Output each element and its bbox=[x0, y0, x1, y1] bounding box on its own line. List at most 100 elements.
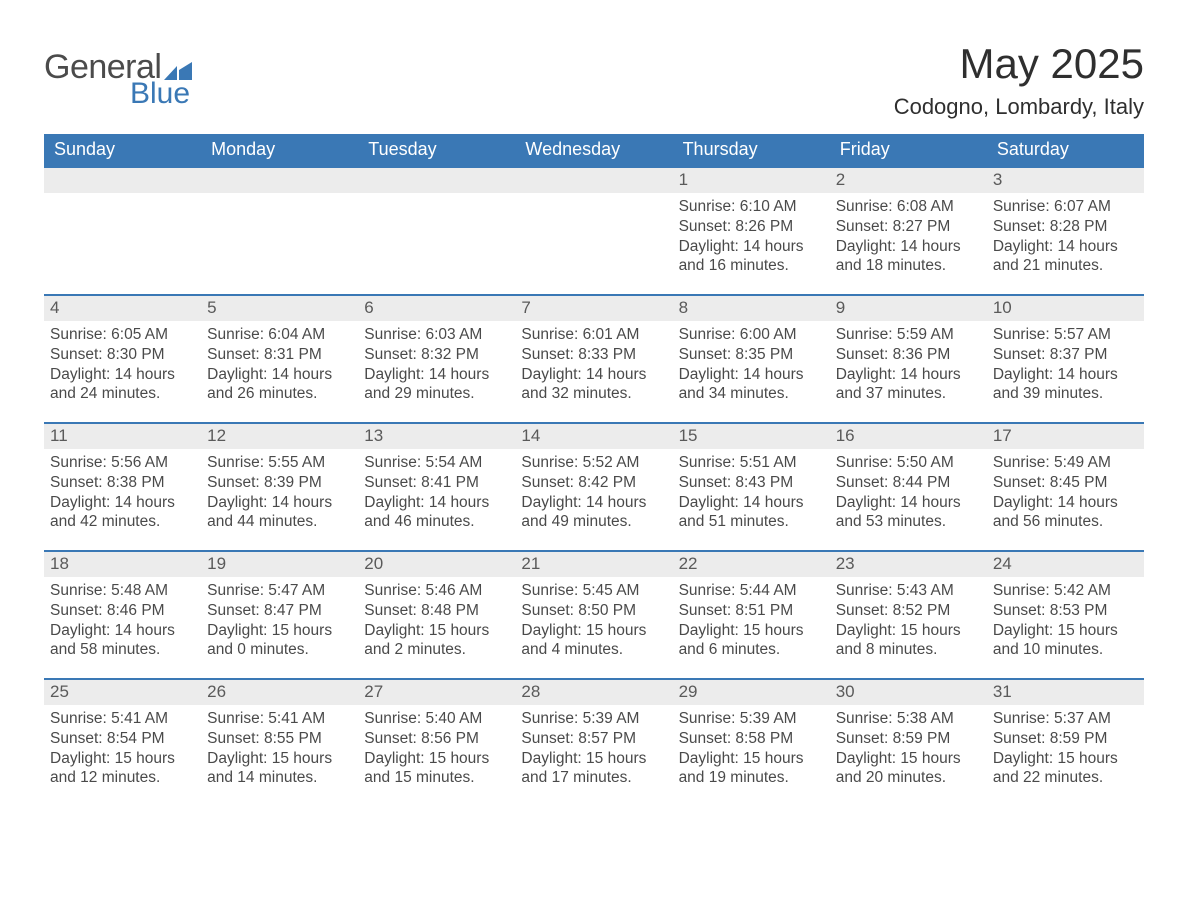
day-body: Sunrise: 5:42 AMSunset: 8:53 PMDaylight:… bbox=[993, 581, 1138, 660]
daylight-line-2: and 44 minutes. bbox=[207, 512, 352, 532]
day-number: 25 bbox=[44, 680, 201, 705]
day-body: Sunrise: 5:39 AMSunset: 8:58 PMDaylight:… bbox=[679, 709, 824, 788]
day-cell: . bbox=[515, 168, 672, 294]
sunset-line: Sunset: 8:37 PM bbox=[993, 345, 1138, 365]
sunset-line: Sunset: 8:48 PM bbox=[364, 601, 509, 621]
sunset-line: Sunset: 8:28 PM bbox=[993, 217, 1138, 237]
day-of-week-header: Thursday bbox=[673, 134, 830, 166]
daylight-line-2: and 14 minutes. bbox=[207, 768, 352, 788]
day-number: 14 bbox=[515, 424, 672, 449]
daylight-line-1: Daylight: 15 hours bbox=[993, 749, 1138, 769]
day-body: Sunrise: 5:52 AMSunset: 8:42 PMDaylight:… bbox=[521, 453, 666, 532]
sunrise-line: Sunrise: 6:08 AM bbox=[836, 197, 981, 217]
daylight-line-2: and 20 minutes. bbox=[836, 768, 981, 788]
day-number: 12 bbox=[201, 424, 358, 449]
day-of-week-header: Monday bbox=[201, 134, 358, 166]
daylight-line-1: Daylight: 15 hours bbox=[207, 749, 352, 769]
daylight-line-1: Daylight: 14 hours bbox=[836, 365, 981, 385]
day-cell: 14 Sunrise: 5:52 AMSunset: 8:42 PMDayligh… bbox=[515, 424, 672, 550]
sunrise-line: Sunrise: 5:48 AM bbox=[50, 581, 195, 601]
daylight-line-1: Daylight: 14 hours bbox=[207, 365, 352, 385]
day-cell: 29Sunrise: 5:39 AMSunset: 8:58 PMDayligh… bbox=[673, 680, 830, 806]
day-number: 28 bbox=[515, 680, 672, 705]
sunset-line: Sunset: 8:33 PM bbox=[521, 345, 666, 365]
sunrise-line: Sunrise: 5:40 AM bbox=[364, 709, 509, 729]
sunrise-line: Sunrise: 5:50 AM bbox=[836, 453, 981, 473]
day-number: 4 bbox=[44, 296, 201, 321]
daylight-line-1: Daylight: 14 hours bbox=[993, 237, 1138, 257]
daylight-line-2: and 56 minutes. bbox=[993, 512, 1138, 532]
day-of-week-header-row: SundayMondayTuesdayWednesdayThursdayFrid… bbox=[44, 134, 1144, 166]
daylight-line-2: and 2 minutes. bbox=[364, 640, 509, 660]
day-number: 24 bbox=[987, 552, 1144, 577]
day-of-week-header: Friday bbox=[830, 134, 987, 166]
sunset-line: Sunset: 8:43 PM bbox=[679, 473, 824, 493]
daylight-line-2: and 18 minutes. bbox=[836, 256, 981, 276]
day-body: Sunrise: 6:01 AMSunset: 8:33 PMDaylight:… bbox=[521, 325, 666, 404]
sunrise-line: Sunrise: 5:55 AM bbox=[207, 453, 352, 473]
day-cell: 30Sunrise: 5:38 AMSunset: 8:59 PMDayligh… bbox=[830, 680, 987, 806]
day-body: Sunrise: 5:59 AMSunset: 8:36 PMDaylight:… bbox=[836, 325, 981, 404]
daylight-line-2: and 49 minutes. bbox=[521, 512, 666, 532]
daylight-line-2: and 26 minutes. bbox=[207, 384, 352, 404]
daylight-line-2: and 53 minutes. bbox=[836, 512, 981, 532]
sunset-line: Sunset: 8:44 PM bbox=[836, 473, 981, 493]
day-body: Sunrise: 5:39 AMSunset: 8:57 PMDaylight:… bbox=[521, 709, 666, 788]
day-number: 8 bbox=[673, 296, 830, 321]
daylight-line-2: and 12 minutes. bbox=[50, 768, 195, 788]
header: General Blue May 2025 Codogno, Lombardy,… bbox=[44, 40, 1144, 120]
day-cell: 11Sunrise: 5:56 AMSunset: 8:38 PMDayligh… bbox=[44, 424, 201, 550]
sunrise-line: Sunrise: 5:59 AM bbox=[836, 325, 981, 345]
logo-triangle-icon bbox=[164, 58, 192, 80]
sunset-line: Sunset: 8:57 PM bbox=[521, 729, 666, 749]
sunset-line: Sunset: 8:56 PM bbox=[364, 729, 509, 749]
daylight-line-2: and 8 minutes. bbox=[836, 640, 981, 660]
sunrise-line: Sunrise: 5:49 AM bbox=[993, 453, 1138, 473]
day-cell: . bbox=[358, 168, 515, 294]
daylight-line-1: Daylight: 14 hours bbox=[50, 621, 195, 641]
sunset-line: Sunset: 8:41 PM bbox=[364, 473, 509, 493]
sunrise-line: Sunrise: 5:41 AM bbox=[207, 709, 352, 729]
daylight-line-2: and 39 minutes. bbox=[993, 384, 1138, 404]
sunrise-line: Sunrise: 6:04 AM bbox=[207, 325, 352, 345]
day-body: Sunrise: 6:03 AMSunset: 8:32 PMDaylight:… bbox=[364, 325, 509, 404]
day-number: 31 bbox=[987, 680, 1144, 705]
daylight-line-1: Daylight: 15 hours bbox=[679, 621, 824, 641]
day-number: 17 bbox=[987, 424, 1144, 449]
daylight-line-1: Daylight: 15 hours bbox=[836, 621, 981, 641]
day-cell: 16Sunrise: 5:50 AMSunset: 8:44 PMDayligh… bbox=[830, 424, 987, 550]
sunset-line: Sunset: 8:39 PM bbox=[207, 473, 352, 493]
daylight-line-1: Daylight: 14 hours bbox=[521, 365, 666, 385]
sunset-line: Sunset: 8:42 PM bbox=[521, 473, 666, 493]
day-body: Sunrise: 5:47 AMSunset: 8:47 PMDaylight:… bbox=[207, 581, 352, 660]
sunrise-line: Sunrise: 5:46 AM bbox=[364, 581, 509, 601]
day-cell: 4Sunrise: 6:05 AMSunset: 8:30 PMDaylight… bbox=[44, 296, 201, 422]
month-title: May 2025 bbox=[894, 40, 1144, 88]
daylight-line-1: Daylight: 15 hours bbox=[207, 621, 352, 641]
daylight-line-2: and 6 minutes. bbox=[679, 640, 824, 660]
day-body: Sunrise: 6:10 AMSunset: 8:26 PMDaylight:… bbox=[679, 197, 824, 276]
brand-logo: General Blue bbox=[44, 40, 192, 111]
day-cell: 7 Sunrise: 6:01 AMSunset: 8:33 PMDaylight… bbox=[515, 296, 672, 422]
daylight-line-1: Daylight: 15 hours bbox=[679, 749, 824, 769]
day-body: Sunrise: 5:40 AMSunset: 8:56 PMDaylight:… bbox=[364, 709, 509, 788]
daylight-line-2: and 46 minutes. bbox=[364, 512, 509, 532]
sunset-line: Sunset: 8:50 PM bbox=[521, 601, 666, 621]
day-body: Sunrise: 5:54 AMSunset: 8:41 PMDaylight:… bbox=[364, 453, 509, 532]
sunset-line: Sunset: 8:38 PM bbox=[50, 473, 195, 493]
daylight-line-1: Daylight: 14 hours bbox=[679, 365, 824, 385]
daylight-line-1: Daylight: 15 hours bbox=[50, 749, 195, 769]
day-number: 7 bbox=[515, 296, 672, 321]
daylight-line-2: and 29 minutes. bbox=[364, 384, 509, 404]
daylight-line-1: Daylight: 15 hours bbox=[521, 621, 666, 641]
day-body: Sunrise: 5:51 AMSunset: 8:43 PMDaylight:… bbox=[679, 453, 824, 532]
sunset-line: Sunset: 8:54 PM bbox=[50, 729, 195, 749]
sunset-line: Sunset: 8:58 PM bbox=[679, 729, 824, 749]
sunset-line: Sunset: 8:59 PM bbox=[836, 729, 981, 749]
sunrise-line: Sunrise: 5:47 AM bbox=[207, 581, 352, 601]
day-of-week-header: Sunday bbox=[44, 134, 201, 166]
daylight-line-2: and 16 minutes. bbox=[679, 256, 824, 276]
sunrise-line: Sunrise: 6:01 AM bbox=[521, 325, 666, 345]
day-cell: 21Sunrise: 5:45 AMSunset: 8:50 PMDayligh… bbox=[515, 552, 672, 678]
sunrise-line: Sunrise: 5:41 AM bbox=[50, 709, 195, 729]
